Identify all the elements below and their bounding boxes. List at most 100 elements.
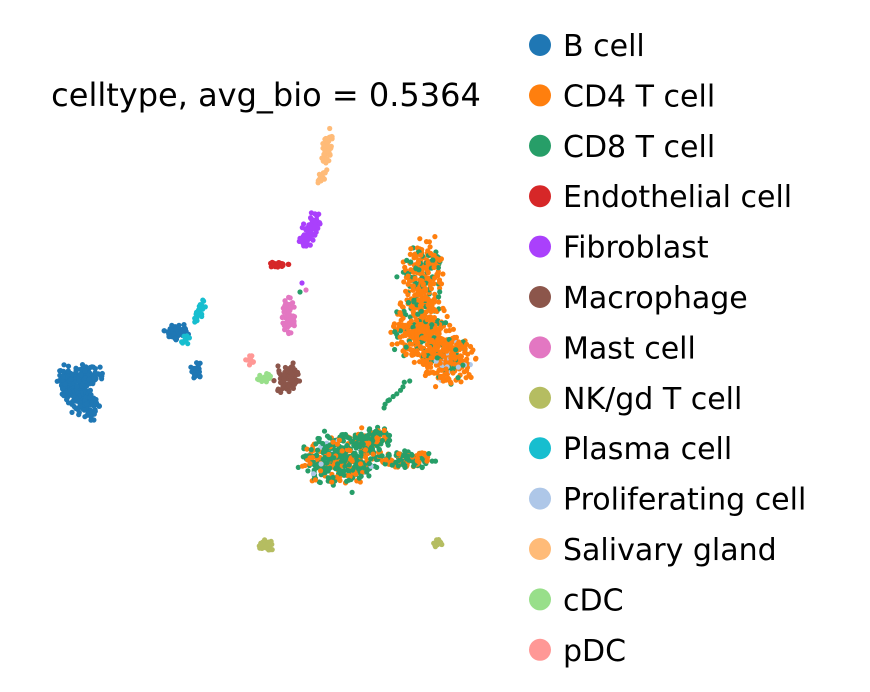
legend-label: Salivary gland: [563, 533, 777, 568]
data-point: [324, 136, 330, 142]
data-point: [93, 400, 100, 406]
legend-marker: [529, 134, 551, 157]
data-point: [436, 540, 442, 547]
data-point: [323, 159, 329, 165]
data-point: [420, 357, 426, 364]
data-point: [353, 445, 359, 451]
data-point: [394, 341, 400, 347]
data-point: [455, 375, 461, 381]
data-point: [467, 343, 474, 350]
data-point: [322, 170, 328, 176]
data-point: [350, 467, 356, 473]
data-point: [349, 489, 355, 495]
data-point: [308, 226, 314, 232]
data-point: [307, 455, 313, 461]
data-point: [320, 449, 327, 455]
data-point: [415, 311, 421, 317]
data-point: [243, 357, 249, 363]
data-point: [374, 435, 380, 441]
data-point: [415, 260, 421, 266]
data-point: [432, 275, 438, 281]
data-point: [61, 368, 67, 374]
data-point: [310, 471, 317, 477]
data-point: [436, 299, 442, 305]
data-point: [320, 175, 326, 181]
data-point: [286, 387, 292, 393]
data-point: [291, 318, 297, 324]
data-point: [347, 448, 353, 454]
data-point: [78, 372, 84, 378]
data-point: [443, 342, 449, 348]
data-point: [86, 376, 92, 383]
data-point: [192, 372, 198, 378]
legend-marker: [529, 638, 551, 661]
data-point: [425, 270, 431, 276]
chart-title: celltype, avg_bio = 0.5364: [51, 76, 481, 114]
data-point: [381, 427, 387, 433]
data-point: [423, 309, 429, 315]
data-point: [444, 313, 450, 320]
data-point: [389, 462, 395, 468]
data-point: [432, 234, 438, 240]
data-point: [315, 447, 321, 453]
data-point: [415, 292, 421, 298]
data-point: [320, 440, 326, 447]
data-point: [407, 341, 413, 347]
data-point: [370, 438, 376, 444]
data-point: [401, 308, 407, 314]
data-point: [430, 369, 436, 375]
data-point: [61, 393, 67, 399]
data-point: [437, 349, 443, 355]
data-point: [452, 356, 458, 362]
data-point: [417, 327, 423, 333]
data-point: [401, 462, 407, 468]
data-point: [421, 352, 427, 358]
legend-marker: [529, 538, 551, 560]
data-point: [315, 435, 321, 442]
data-point: [407, 378, 413, 384]
data-point: [405, 273, 411, 279]
data-point: [294, 369, 301, 375]
data-point: [428, 361, 434, 367]
data-point: [327, 125, 333, 132]
data-point: [426, 370, 432, 376]
data-point: [336, 437, 342, 443]
data-point: [407, 314, 413, 320]
data-point: [422, 295, 428, 301]
data-point: [448, 355, 454, 361]
data-point: [65, 400, 72, 406]
data-point: [436, 367, 442, 373]
data-point: [366, 431, 372, 437]
data-point: [460, 362, 466, 368]
data-point: [359, 425, 365, 431]
data-point: [288, 330, 294, 336]
data-point: [453, 347, 459, 353]
data-point: [397, 310, 403, 316]
data-point: [399, 339, 405, 345]
data-point: [82, 368, 88, 374]
data-point: [419, 450, 425, 456]
data-point: [411, 252, 417, 258]
data-point: [389, 341, 395, 347]
data-point: [440, 271, 446, 277]
data-point: [337, 471, 343, 477]
data-point: [366, 440, 372, 446]
data-point: [448, 380, 454, 386]
data-point: [325, 143, 331, 149]
data-point: [424, 457, 430, 463]
data-point: [458, 379, 464, 385]
legend-label: Macrophage: [563, 281, 748, 316]
data-point: [327, 152, 333, 158]
data-point: [257, 542, 263, 548]
data-point: [451, 361, 457, 367]
data-point: [456, 341, 462, 347]
data-point: [351, 452, 357, 458]
data-point: [408, 267, 414, 273]
data-point: [334, 441, 340, 447]
data-point: [405, 292, 411, 298]
data-point: [385, 432, 392, 438]
data-point: [358, 453, 364, 459]
data-point: [420, 282, 426, 288]
data-point: [278, 261, 284, 267]
data-point: [91, 374, 97, 381]
